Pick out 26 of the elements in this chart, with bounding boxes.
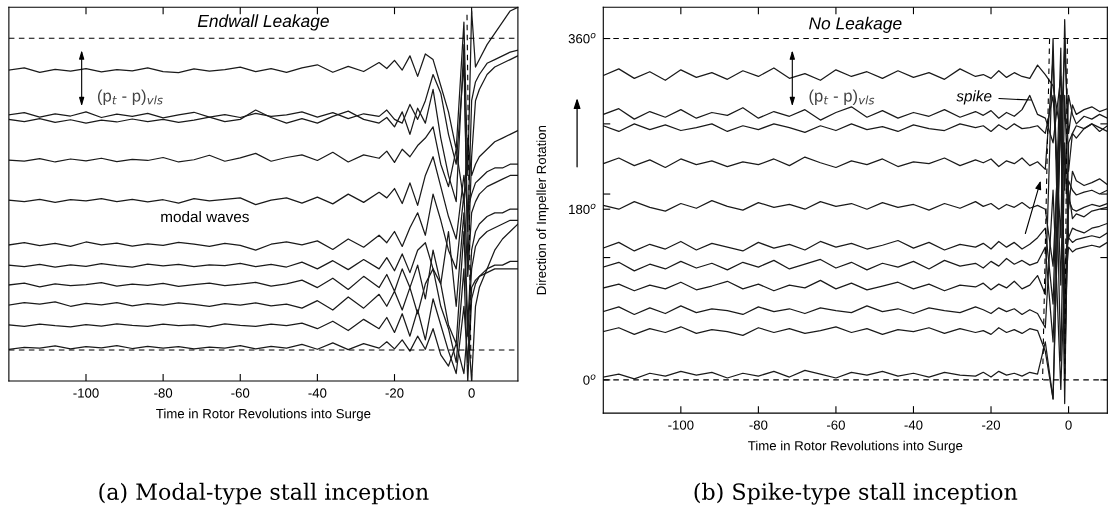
- y-tick-label: 360$^{o}$: [568, 33, 596, 44]
- y-axis-title: Direction of Impeller Rotation: [536, 125, 549, 295]
- x-axis-title: Time in Rotor Revolutions into Surge: [748, 440, 963, 453]
- x-tick-label: -60: [231, 388, 250, 398]
- x-tick-label: -20: [982, 420, 1001, 430]
- annotation: (p$_{t}$ - p)$_{vls}$: [809, 89, 875, 106]
- x-tick-label: -100: [668, 420, 694, 430]
- text: No Leakage: [809, 16, 902, 33]
- x-tick-label: -40: [904, 420, 923, 430]
- chart-title: Endwall Leakage: [197, 14, 329, 31]
- x-tick-label: -60: [826, 420, 845, 430]
- x-axis-title: Time in Rotor Revolutions into Surge: [156, 408, 371, 421]
- x-tick-label: 0: [468, 388, 475, 398]
- x-tick-label: -40: [308, 388, 327, 398]
- y-tick-label: 0$^{o}$: [583, 374, 596, 385]
- x-tick-label: 0: [1065, 420, 1072, 430]
- annotation: (p$_{t}$ - p)$_{vls}$: [97, 89, 163, 106]
- x-tick-label: -20: [385, 388, 404, 398]
- x-tick-label: -80: [749, 420, 768, 430]
- text: (b) Spike-type stall inception: [694, 482, 1018, 505]
- x-tick-label: -100: [73, 388, 99, 398]
- x-tick-label: -80: [154, 388, 173, 398]
- annotation: spike: [956, 90, 992, 105]
- text: (a) Modal-type stall inception: [99, 482, 429, 505]
- annotation: modal waves: [161, 210, 249, 223]
- y-tick-label: 180$^{o}$: [569, 203, 596, 215]
